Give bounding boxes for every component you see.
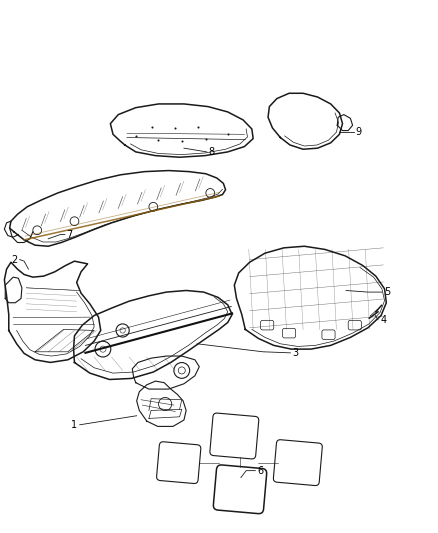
Text: 8: 8 bbox=[208, 147, 214, 157]
Text: 9: 9 bbox=[356, 127, 362, 137]
Text: 7: 7 bbox=[66, 230, 72, 239]
Text: 5: 5 bbox=[384, 287, 390, 297]
Text: 2: 2 bbox=[11, 255, 18, 264]
Text: 3: 3 bbox=[293, 348, 299, 358]
Text: 6: 6 bbox=[258, 466, 264, 475]
Text: 1: 1 bbox=[71, 420, 77, 430]
Text: 4: 4 bbox=[380, 315, 386, 325]
